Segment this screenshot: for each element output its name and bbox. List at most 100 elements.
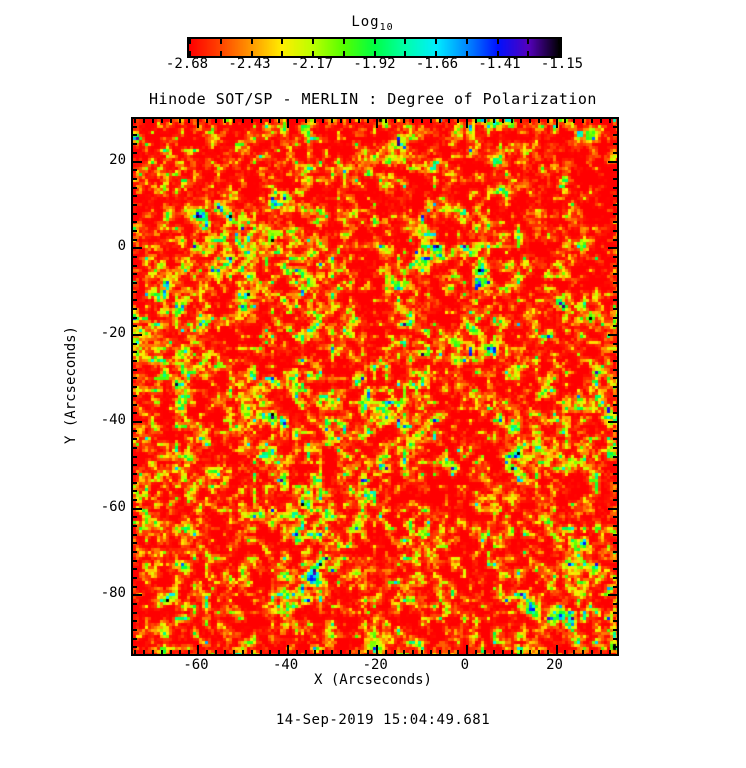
y-minor-tick <box>133 542 137 544</box>
x-minor-tick <box>367 650 369 654</box>
x-minor-tick <box>421 119 423 123</box>
x-minor-tick <box>215 119 217 123</box>
colorbar-tick <box>312 39 314 44</box>
y-minor-tick <box>133 134 137 136</box>
colorbar <box>187 37 562 58</box>
y-minor-tick <box>133 213 137 215</box>
y-minor-tick <box>613 291 617 293</box>
y-major-tick <box>608 334 617 336</box>
x-minor-tick <box>538 650 540 654</box>
x-minor-tick <box>143 119 145 123</box>
y-tick-label: -60 <box>100 498 126 515</box>
y-minor-tick <box>613 395 617 397</box>
x-minor-tick <box>511 650 513 654</box>
y-minor-tick <box>133 343 137 345</box>
x-minor-tick <box>224 119 226 123</box>
colorbar-title: Log10 <box>187 14 558 33</box>
x-minor-tick <box>412 119 414 123</box>
colorbar-title-text: Log <box>351 14 380 30</box>
colorbar-tick-label: -2.68 <box>165 56 209 72</box>
y-minor-tick <box>133 256 137 258</box>
colorbar-tick-label: -2.43 <box>228 56 271 72</box>
x-major-tick <box>376 645 378 654</box>
x-minor-tick <box>493 650 495 654</box>
y-minor-tick <box>613 360 617 362</box>
x-minor-tick <box>215 650 217 654</box>
y-minor-tick <box>133 299 137 301</box>
x-minor-tick <box>582 119 584 123</box>
x-minor-tick <box>573 119 575 123</box>
colorbar-tick <box>189 51 191 56</box>
y-minor-tick <box>613 351 617 353</box>
x-minor-tick <box>296 650 298 654</box>
y-tick-label: 0 <box>117 238 126 255</box>
y-minor-tick <box>133 525 137 527</box>
x-minor-tick <box>502 650 504 654</box>
x-minor-tick <box>394 119 396 123</box>
y-minor-tick <box>613 126 617 128</box>
y-major-tick <box>608 247 617 249</box>
y-minor-tick <box>133 464 137 466</box>
y-minor-tick <box>613 204 617 206</box>
colorbar-tick <box>251 39 253 44</box>
colorbar-tick <box>466 39 468 44</box>
x-minor-tick <box>269 650 271 654</box>
colorbar-tick <box>220 39 222 44</box>
y-minor-tick <box>133 638 137 640</box>
y-minor-tick <box>613 230 617 232</box>
y-major-tick <box>133 247 142 249</box>
y-minor-tick <box>133 646 137 648</box>
y-minor-tick <box>133 169 137 171</box>
colorbar-tick <box>527 51 529 56</box>
x-tick-label: 20 <box>546 657 563 673</box>
y-minor-tick <box>133 577 137 579</box>
x-minor-tick <box>520 119 522 123</box>
y-minor-tick <box>133 430 137 432</box>
y-minor-tick <box>133 620 137 622</box>
y-minor-tick <box>613 473 617 475</box>
x-minor-tick <box>242 650 244 654</box>
y-major-tick <box>133 421 142 423</box>
y-minor-tick <box>613 317 617 319</box>
x-minor-tick <box>152 650 154 654</box>
x-major-tick <box>197 119 199 128</box>
colorbar-tick <box>343 51 345 56</box>
colorbar-tick-label: -2.17 <box>290 56 334 72</box>
colorbar-tick <box>558 39 560 44</box>
y-minor-tick <box>133 265 137 267</box>
y-minor-tick <box>133 351 137 353</box>
x-minor-tick <box>161 119 163 123</box>
y-minor-tick <box>613 612 617 614</box>
x-minor-tick <box>314 650 316 654</box>
x-minor-tick <box>233 650 235 654</box>
y-minor-tick <box>613 525 617 527</box>
x-minor-tick <box>484 650 486 654</box>
x-minor-tick <box>278 119 280 123</box>
x-minor-tick <box>520 650 522 654</box>
x-minor-tick <box>143 650 145 654</box>
colorbar-tick <box>497 51 499 56</box>
x-minor-tick <box>305 650 307 654</box>
x-minor-tick <box>152 119 154 123</box>
y-minor-tick <box>133 412 137 414</box>
y-minor-tick <box>613 377 617 379</box>
colorbar-tick <box>343 39 345 44</box>
x-minor-tick <box>511 119 513 123</box>
y-minor-tick <box>613 404 617 406</box>
y-axis-label: Y (Arcseconds) <box>63 326 79 445</box>
x-minor-tick <box>547 650 549 654</box>
colorbar-tick <box>497 39 499 44</box>
y-minor-tick <box>133 456 137 458</box>
y-minor-tick <box>133 360 137 362</box>
y-tick-label: 20 <box>109 151 126 168</box>
colorbar-tick <box>281 51 283 56</box>
y-minor-tick <box>613 464 617 466</box>
y-minor-tick <box>613 499 617 501</box>
chart-title: Hinode SOT/SP - MERLIN : Degree of Polar… <box>149 90 597 108</box>
y-major-tick <box>133 594 142 596</box>
x-minor-tick <box>564 119 566 123</box>
x-tick-label: -20 <box>362 657 388 673</box>
x-minor-tick <box>224 650 226 654</box>
y-major-tick <box>608 594 617 596</box>
x-minor-tick <box>403 119 405 123</box>
